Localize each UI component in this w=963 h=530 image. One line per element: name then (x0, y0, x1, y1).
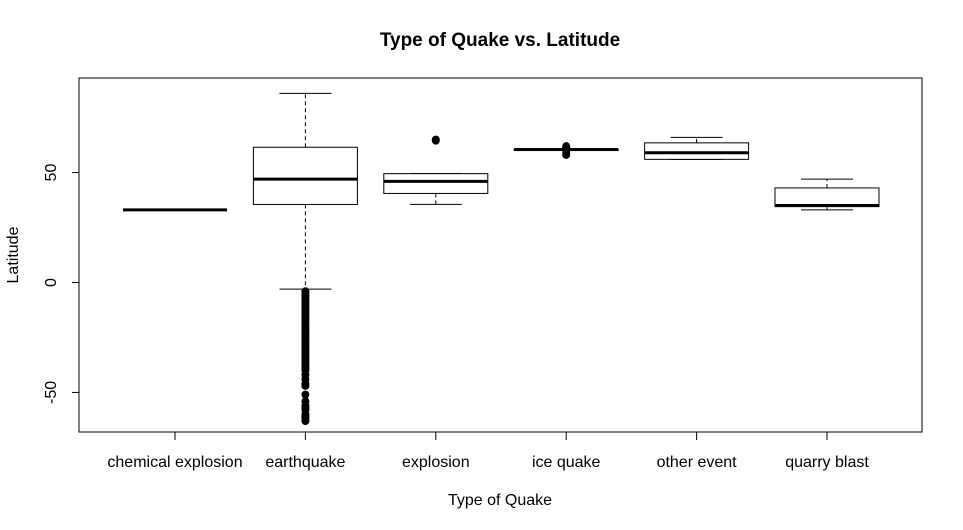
outlier-point (562, 142, 571, 151)
box-explosion (383, 135, 489, 205)
x-tick-label: explosion (402, 454, 470, 471)
box-other-event (644, 136, 750, 160)
x-tick-label: earthquake (265, 454, 345, 471)
outlier-point (431, 135, 440, 144)
boxes-group (123, 92, 880, 426)
box-ice-quake (513, 142, 619, 159)
box-iqr (252, 146, 358, 205)
chart-title: Type of Quake vs. Latitude (380, 30, 620, 51)
box-earthquake (252, 92, 358, 426)
outlier-point (301, 417, 310, 426)
y-tick-label: -50 (43, 381, 60, 404)
y-axis: -50 0 50 (43, 164, 80, 404)
box-quarry-blast (774, 178, 880, 211)
x-tick-label: chemical explosion (107, 454, 242, 471)
box-iqr (383, 173, 489, 194)
outlier-point (301, 390, 310, 399)
outlier-point (301, 381, 310, 390)
y-axis-label: Latitude (5, 226, 22, 283)
plot-frame (78, 77, 923, 433)
x-tick-label: ice quake (532, 454, 601, 471)
x-axis-label: Type of Quake (448, 492, 552, 509)
x-tick-label: quarry blast (785, 454, 869, 471)
y-tick-label: 50 (43, 164, 60, 182)
x-axis: chemical explosion earthquake explosion ice… (107, 431, 869, 471)
box-iqr (774, 187, 880, 208)
x-tick-label: other event (657, 454, 738, 471)
y-tick-label: 0 (43, 278, 60, 287)
box-iqr (644, 142, 750, 160)
